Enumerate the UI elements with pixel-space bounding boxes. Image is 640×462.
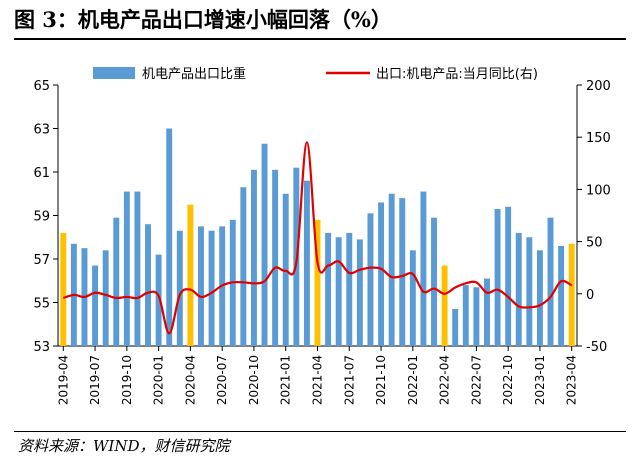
x-tick-label: 2019-07 [88,355,102,405]
y-right-tick-label: 200 [586,79,611,94]
y-left-tick-label: 59 [33,210,50,225]
bar [378,202,385,346]
y-left-tick-label: 63 [33,123,50,138]
bar [462,285,469,346]
bar [420,191,427,346]
bar [335,237,342,346]
bar-highlight [568,243,575,346]
x-tick-label: 2020-04 [183,355,197,405]
bar [494,208,501,346]
x-tick-label: 2019-10 [120,355,134,405]
x-tick-label: 2020-07 [215,355,229,405]
source-rule [14,431,626,432]
y-left-tick-label: 65 [33,79,50,94]
bar-highlight [314,219,321,346]
y-left-tick-label: 57 [33,253,50,268]
legend-bar-label: 机电产品出口比重 [142,66,246,82]
y-right-tick-label: -50 [586,340,607,355]
bar [346,232,353,346]
x-tick-label: 2020-01 [152,355,166,405]
bar [166,128,173,346]
bar [399,198,406,346]
chart: 53 55 57 59 61 63 65 -50 0 50 100 150 200 2019-04 2019… [33,66,611,405]
bar [145,224,151,346]
bar [431,217,437,346]
bar [123,191,130,346]
series-line-export-yoy [62,141,573,335]
bar-highlight [60,232,67,346]
bar [409,250,416,346]
bar [484,278,490,346]
bar [356,239,363,346]
bar [92,265,99,346]
bar [134,191,141,346]
title-rule [14,38,626,40]
source-note: 资料来源：WIND，财信研究院 [18,437,230,455]
bar [473,287,480,346]
bar-highlight [187,204,194,347]
bar [208,230,215,346]
bar [240,187,247,346]
x-tick-label: 2023-01 [533,355,547,405]
x-tick-label: 2021-07 [342,355,356,405]
y-right-tick-label: 50 [586,236,603,251]
bar [388,193,395,346]
x-tick-label: 2022-04 [438,355,452,405]
bar [102,250,109,346]
bar [367,213,374,346]
legend-line-label: 出口:机电产品:当月同比(右) [376,67,538,82]
y-right-tick-label: 150 [586,131,611,146]
bar [558,245,565,346]
x-tick-label: 2020-10 [247,355,261,405]
bar [547,217,554,346]
figure-title: 图 3：机电产品出口增速小幅回落（%） [14,7,392,32]
bar [515,232,522,346]
y-right-tick-label: 100 [586,183,611,198]
x-tick-label: 2023-04 [565,355,579,405]
x-tick-label: 2021-10 [374,355,388,405]
x-tick-label: 2022-07 [469,355,483,405]
y-right-tick-label: 0 [586,288,594,303]
bar [536,250,543,346]
y-left-tick-label: 61 [33,166,50,181]
bar [176,230,183,346]
bar [452,309,459,346]
bar [250,169,257,346]
bar [325,232,332,346]
y-left-tick-label: 55 [33,297,50,312]
bar [113,217,120,346]
x-tick-label: 2021-04 [311,355,325,405]
legend-bar-swatch [93,67,135,79]
bar-highlight [441,265,448,346]
bar [155,254,162,346]
bar [526,237,533,346]
bar [198,226,204,347]
bar [261,143,268,346]
bar [505,206,512,346]
x-tick-label: 2019-04 [56,355,70,405]
y-left-tick-label: 53 [33,340,50,355]
x-tick-label: 2022-01 [406,355,420,405]
x-tick-label: 2022-10 [501,355,515,405]
x-tick-label: 2021-01 [279,355,293,405]
bar [272,169,279,346]
bar [303,180,310,346]
